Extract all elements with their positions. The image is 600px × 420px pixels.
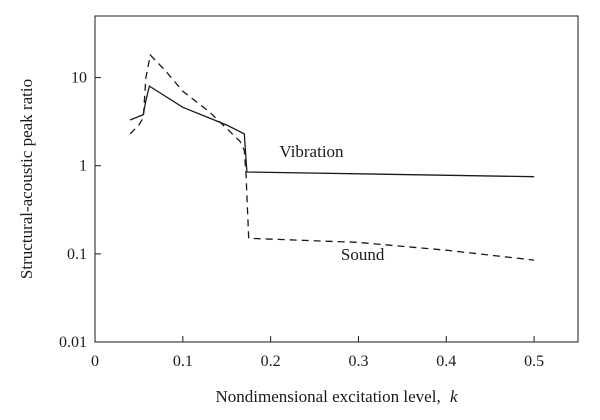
y-axis-label: Structural-acoustic peak ratio — [17, 79, 36, 279]
x-axis-label: Nondimensional excitation level, k — [216, 387, 458, 406]
x-tick-label: 0.2 — [261, 353, 281, 370]
y-tick-label: 0.01 — [59, 334, 87, 351]
series-label-sound: Sound — [341, 245, 385, 264]
x-tick-label: 0 — [91, 353, 99, 370]
annotations-group: Vibration Sound — [279, 142, 384, 264]
x-tick-label: 0.4 — [436, 353, 456, 370]
y-tick-label: 10 — [71, 70, 87, 87]
series-label-vibration: Vibration — [279, 142, 344, 161]
y-tick-label: 1 — [79, 158, 87, 175]
plot-border — [94, 15, 579, 343]
x-tick-label: 0.1 — [173, 353, 193, 370]
x-tick-label: 0.3 — [348, 353, 368, 370]
series-group — [129, 53, 535, 261]
ticks-group: 0 0.1 0.2 0.3 0.4 0.5 0.01 0.1 1 10 — [59, 70, 544, 370]
x-axis-label-symbol: k — [450, 387, 458, 406]
plot-frame — [94, 15, 579, 343]
x-tick-label: 0.5 — [524, 353, 544, 370]
y-tick-label: 0.1 — [67, 246, 87, 263]
x-axis-label-text: Nondimensional excitation level, — [216, 387, 441, 406]
series-line-vibration — [129, 85, 535, 178]
